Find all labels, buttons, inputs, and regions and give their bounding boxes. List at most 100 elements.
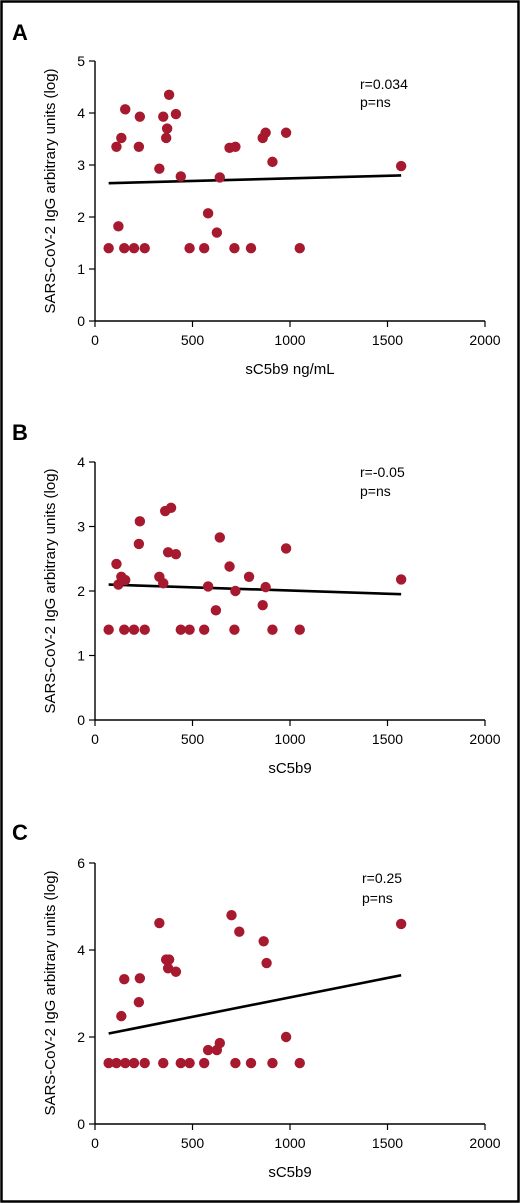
panel-a-data-point: [120, 104, 131, 115]
panel-a-data-point: [133, 141, 145, 152]
panel-b-x-axis-label: sC5b9: [268, 760, 311, 777]
panel-b-data-point: [133, 538, 145, 550]
panel-b-ytick-label: 4: [77, 454, 85, 470]
panel-a: A 0 1 2 3 4 5 0 500 1000 1500 2000 SARS-CoV-2 IgG…: [12, 20, 501, 378]
panel-b-data-point: [103, 624, 114, 635]
panel-a-r-value: r=0.034: [360, 76, 408, 92]
panel-c-ytick-label: 2: [77, 1029, 85, 1045]
panel-a-data-point: [395, 160, 407, 172]
panel-b-data-point: [139, 624, 150, 635]
panel-c-data-point: [199, 1057, 210, 1069]
panel-c-x-axis-label: sC5b9: [268, 1164, 311, 1181]
panel-b-xtick-label: 2000: [469, 731, 500, 747]
panel-c-data-point: [294, 1057, 305, 1069]
panel-b-yticks: 0 1 2 3 4: [77, 454, 95, 728]
panel-c-data-point: [226, 910, 237, 921]
panel-a-ytick-label: 1: [77, 261, 85, 277]
panel-c-regression-line: [108, 973, 402, 1035]
panel-c: C 0 2 4 6 0 500 1000 1500 2000 SARS-CoV-2 IgG a…: [12, 820, 501, 1181]
panel-a-data-point: [103, 243, 114, 254]
panel-c-data-point: [119, 973, 130, 985]
panel-a-ytick-label: 3: [77, 157, 85, 173]
panel-c-data-point: [175, 1057, 186, 1069]
panel-c-xtick-label: 0: [91, 1135, 99, 1151]
panel-a-xtick-label: 1500: [372, 332, 403, 348]
panel-c-data-point: [395, 918, 407, 930]
panel-c-data-point: [258, 936, 269, 947]
panel-a-points: [103, 89, 407, 254]
panel-a-x-axis-label: sC5b9 ng/mL: [245, 361, 334, 378]
panel-a-data-point: [211, 227, 223, 238]
panel-a-data-point: [294, 243, 305, 254]
panel-a-data-point: [113, 221, 124, 232]
panel-c-ytick-label: 6: [77, 855, 85, 871]
panel-b-ytick-label: 3: [77, 519, 85, 535]
panel-c-data-point: [261, 957, 272, 969]
panel-c-data-point: [128, 1057, 140, 1069]
panel-c-data-point: [170, 966, 182, 977]
panel-b-data-point: [184, 624, 195, 635]
panel-c-xtick-label: 500: [181, 1135, 205, 1151]
panel-b-ytick-label: 0: [77, 712, 85, 728]
panel-c-data-point: [184, 1057, 195, 1069]
panel-a-xtick-label: 500: [181, 332, 205, 348]
panel-c-data-point: [202, 1044, 214, 1056]
panel-c-data-point: [163, 954, 175, 965]
panel-c-data-point: [111, 1057, 122, 1069]
panel-c-xtick-label: 1500: [372, 1135, 403, 1151]
panel-c-y-axis-label: SARS-CoV-2 IgG arbitrary units (log): [42, 870, 59, 1115]
panel-a-data-point: [161, 123, 173, 134]
panel-a-data-point: [260, 127, 271, 138]
panel-b-xticks: 0 500 1000 1500 2000: [91, 720, 501, 747]
panel-b-ytick-label: 1: [77, 648, 85, 664]
panel-b-data-point: [119, 624, 130, 635]
panel-b-data-point: [224, 561, 235, 572]
panel-b-data-point: [210, 605, 222, 616]
panel-a-ytick-label: 4: [77, 105, 85, 121]
panel-b-xtick-label: 500: [181, 731, 205, 747]
panel-c-ytick-label: 4: [77, 942, 85, 958]
panel-a-xticks: 0 500 1000 1500 2000: [91, 321, 501, 348]
panel-c-points: [103, 910, 407, 1069]
panel-a-data-point: [154, 163, 165, 174]
panel-a-data-point: [163, 89, 175, 101]
panel-c-data-point: [162, 963, 174, 974]
panel-b-data-point: [111, 558, 122, 570]
panel-c-data-point: [139, 1057, 150, 1069]
panel-b-data-point: [175, 624, 186, 635]
panel-a-regression-line: [108, 174, 402, 185]
panel-b-data-point: [267, 624, 278, 635]
panel-b-data-point: [294, 624, 305, 635]
panel-a-data-point: [245, 243, 257, 254]
panel-a-data-point: [175, 171, 186, 182]
panel-a-p-value: p=ns: [360, 94, 391, 110]
panel-c-data-point: [116, 1010, 127, 1022]
panel-b-data-point: [170, 549, 182, 560]
panel-a-data-point: [160, 132, 172, 144]
panel-a-y-axis-label: SARS-CoV-2 IgG arbitrary units (log): [42, 68, 59, 313]
panel-b-points: [103, 502, 407, 635]
panel-a-data-point: [199, 243, 210, 254]
panel-c-xticks: 0 500 1000 1500 2000: [91, 1124, 501, 1151]
panel-b-xtick-label: 1500: [372, 731, 403, 747]
panel-b-data-point: [257, 599, 268, 611]
panel-c-data-point: [103, 1057, 114, 1069]
panel-a-data-point: [119, 243, 130, 254]
panel-a-xtick-label: 1000: [274, 332, 305, 348]
panel-a-data-point: [267, 156, 278, 168]
panel-letter-a: A: [12, 20, 28, 45]
panel-a-data-point: [116, 132, 127, 144]
panel-a-data-point: [158, 111, 169, 122]
panel-a-data-point: [170, 108, 182, 120]
panel-c-yticks: 0 2 4 6: [77, 855, 95, 1132]
panel-a-data-point: [230, 141, 241, 152]
panel-a-data-point: [184, 243, 195, 254]
panel-b-data-point: [162, 547, 174, 558]
panel-a-xtick-label: 0: [91, 332, 99, 348]
panel-c-axes: [94, 863, 485, 1125]
panel-b-data-point: [395, 574, 407, 585]
panel-a-ytick-label: 0: [77, 313, 85, 329]
panel-c-xtick-label: 2000: [469, 1135, 500, 1151]
panel-a-ytick-label: 5: [77, 53, 85, 69]
